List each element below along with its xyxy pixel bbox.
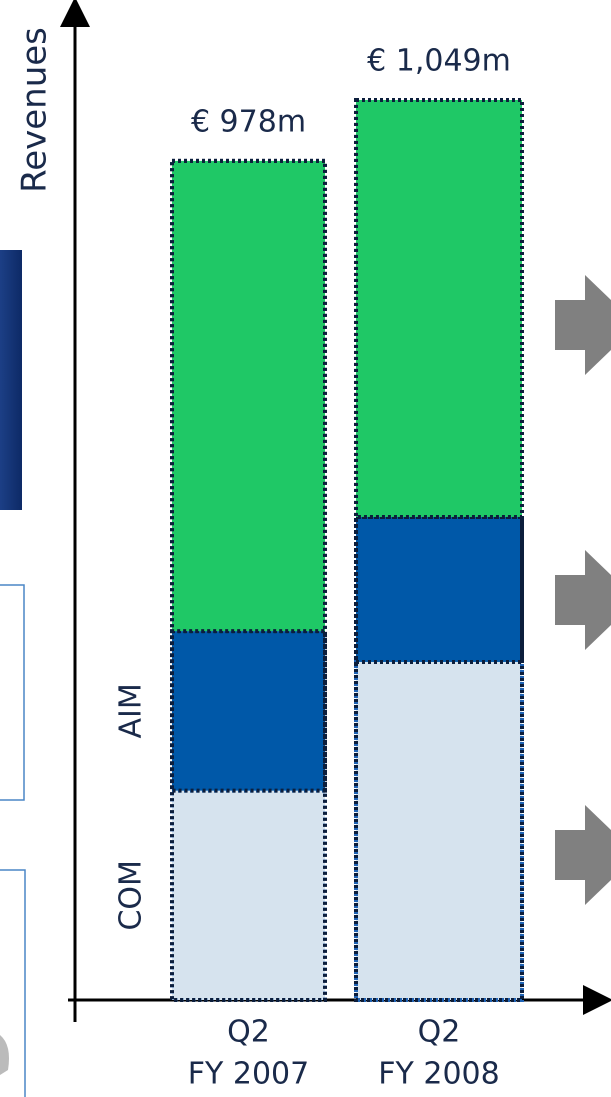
total-label: € 1,049m bbox=[367, 44, 511, 79]
series-label: COM bbox=[114, 860, 149, 930]
bar-segment bbox=[170, 788, 327, 1002]
x-tick-label: FY 2008 bbox=[378, 1057, 499, 1092]
arrow bbox=[555, 275, 611, 375]
bar-segment bbox=[170, 158, 327, 634]
bar-segment bbox=[354, 514, 524, 664]
arrows bbox=[555, 275, 611, 905]
side-box bbox=[0, 869, 26, 1097]
series-label: AIM bbox=[114, 683, 149, 738]
bar-segment bbox=[170, 629, 327, 793]
bar-segment bbox=[354, 659, 524, 1002]
x-tick-label: Q2 bbox=[418, 1015, 461, 1050]
total-label: € 978m bbox=[191, 104, 306, 139]
bar-outline bbox=[354, 98, 524, 1002]
x-tick-label: Q2 bbox=[227, 1015, 270, 1050]
bar-segment bbox=[354, 98, 524, 519]
side-box bbox=[0, 584, 25, 801]
x-tick-label: FY 2007 bbox=[188, 1057, 309, 1092]
bar-outline bbox=[170, 158, 327, 1002]
arrow bbox=[555, 805, 611, 905]
side-image bbox=[0, 1035, 9, 1075]
side-image bbox=[0, 250, 22, 510]
y-axis-label: Revenues bbox=[15, 27, 55, 193]
arrow bbox=[555, 550, 611, 650]
